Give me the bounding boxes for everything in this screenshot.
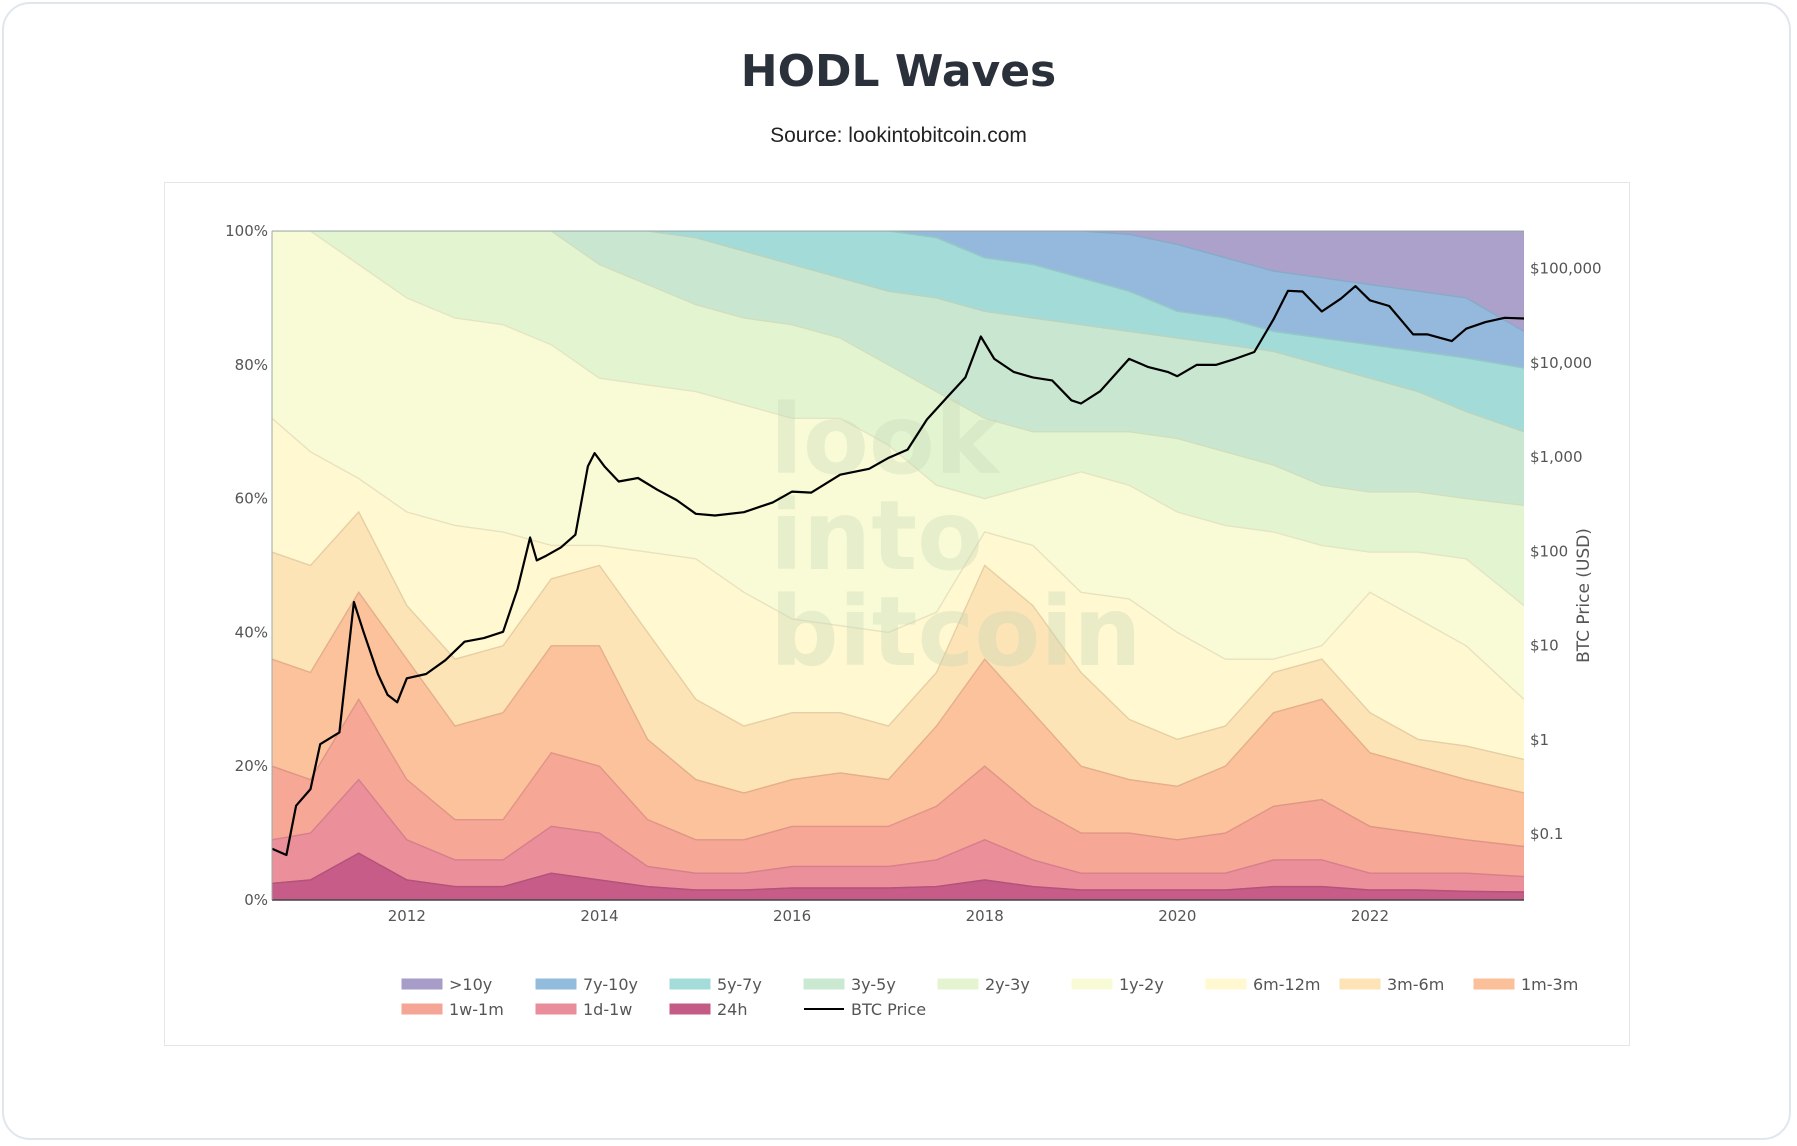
- area-edge-1y-2y: [272, 231, 1524, 607]
- legend-swatch: [1205, 978, 1247, 990]
- y-right-axis-title: BTC Price (USD): [1574, 528, 1594, 663]
- legend-label: 1m-3m: [1521, 975, 1578, 994]
- legend-label: 2y-3y: [985, 975, 1030, 994]
- legend-label: 1y-2y: [1119, 975, 1164, 994]
- y-right-tick-label: $100,000: [1530, 260, 1602, 278]
- y-left-tick-label: 0%: [244, 891, 268, 909]
- area-edge-7y-10y: [272, 231, 1524, 333]
- watermark-text: into: [770, 480, 983, 592]
- legend-swatch: [1473, 978, 1515, 990]
- legend-swatch: [803, 978, 845, 990]
- btc-price-path: [272, 285, 1524, 857]
- chart-source: Source: lookintobitcoin.com: [770, 124, 1027, 147]
- area-edge-1d-1w: [272, 778, 1524, 878]
- area-bands: [272, 231, 1524, 900]
- legend-swatch: [535, 1003, 577, 1015]
- area-edge-6m-12m: [272, 417, 1524, 700]
- x-tick-label: 2016: [773, 907, 811, 925]
- y-right-tick-label: $100: [1530, 542, 1568, 560]
- y-left-tick-label: 80%: [235, 356, 268, 374]
- legend-swatch: [669, 1003, 711, 1015]
- legend-swatch: [535, 978, 577, 990]
- legend-label: >10y: [449, 975, 492, 994]
- y-left-tick-label: 100%: [225, 222, 268, 240]
- y-right-tick-label: $1: [1530, 731, 1549, 749]
- area-edge-3y-5y: [272, 231, 1524, 433]
- legend-swatch: [1339, 978, 1381, 990]
- area-edge-2y-3y: [272, 231, 1524, 506]
- legend-label: BTC Price: [851, 1000, 926, 1019]
- legend-label: 3m-6m: [1387, 975, 1444, 994]
- x-tick-label: 2022: [1351, 907, 1389, 925]
- y-left-tick-label: 40%: [235, 623, 268, 641]
- x-tick-label: 2018: [966, 907, 1004, 925]
- legend-swatch: [937, 978, 979, 990]
- watermark-text: look: [770, 384, 1001, 496]
- y-right-tick-label: $1,000: [1530, 448, 1583, 466]
- y-right-tick-label: $10,000: [1530, 354, 1592, 372]
- y-right-tick-label: $10: [1530, 637, 1559, 655]
- legend-label: 1d-1w: [583, 1000, 632, 1019]
- y-left-tick-label: 20%: [235, 757, 268, 775]
- x-tick-label: 2020: [1158, 907, 1196, 925]
- hodl-waves-chart[interactable]: lookintobitcoin 2012 2014 2016 2018 2020 2022…: [165, 183, 1631, 1047]
- legend-swatch: [669, 978, 711, 990]
- area-edge-1w-1m: [272, 697, 1524, 848]
- area-edge-1m-3m: [272, 591, 1524, 794]
- btc-price-line: [272, 285, 1524, 857]
- legend[interactable]: >10y 7y-10y 5y-7y 3y-5y 2y-3y 1y-2y 6m-12m 3m-6…: [401, 975, 1578, 1019]
- y-right-tick-label: $0.1: [1530, 825, 1563, 843]
- y-left-tick-label: 60%: [235, 490, 268, 508]
- legend-swatch: [1071, 978, 1113, 990]
- axes: 2012 2014 2016 2018 2020 2022 0% 20% 40% 60% 80% 10…: [225, 222, 1601, 925]
- x-tick-label: 2014: [580, 907, 618, 925]
- legend-label: 3y-5y: [851, 975, 896, 994]
- legend-label: 1w-1m: [449, 1000, 504, 1019]
- x-tick-label: 2012: [388, 907, 426, 925]
- area-edge-24h: [272, 852, 1524, 893]
- watermark-text: bitcoin: [770, 576, 1142, 688]
- chart-title: HODL Waves: [740, 46, 1057, 97]
- legend-label: 6m-12m: [1253, 975, 1320, 994]
- legend-swatch: [401, 978, 443, 990]
- legend-swatch: [401, 1003, 443, 1015]
- legend-label: 7y-10y: [583, 975, 638, 994]
- area-edge-5y-7y: [272, 231, 1524, 369]
- area-edge-3m-6m: [272, 510, 1524, 761]
- watermark: lookintobitcoin: [770, 384, 1142, 688]
- legend-label: 5y-7y: [717, 975, 762, 994]
- chart-container: look into bitcoin 2012 2014 2016 2018 2020 2022…: [164, 182, 1630, 1046]
- legend-label: 24h: [717, 1000, 748, 1019]
